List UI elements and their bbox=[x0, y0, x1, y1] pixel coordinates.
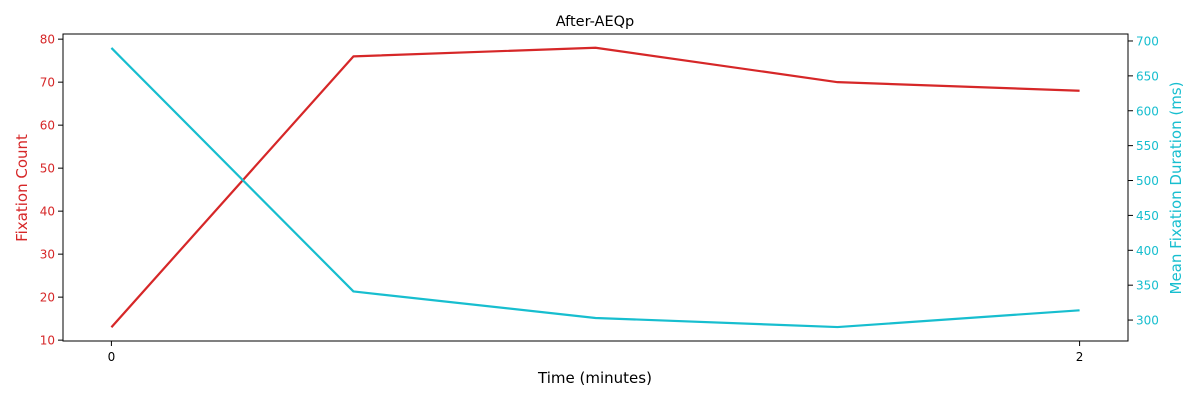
left-tick-label: 60 bbox=[40, 119, 55, 133]
right-tick-label: 300 bbox=[1136, 314, 1159, 328]
left-tick-label: 20 bbox=[40, 291, 55, 305]
right-tick-label: 350 bbox=[1136, 279, 1159, 293]
series-line-left bbox=[110, 46, 1080, 328]
left-tick-label: 80 bbox=[40, 33, 55, 47]
right-tick-label: 500 bbox=[1136, 174, 1159, 188]
x-tick-label: 2 bbox=[1076, 350, 1084, 364]
left-tick-label: 10 bbox=[40, 334, 55, 348]
left-tick-label: 40 bbox=[40, 205, 55, 219]
left-tick-label: 30 bbox=[40, 248, 55, 262]
plot-frame bbox=[62, 33, 1129, 342]
right-tick-label: 450 bbox=[1136, 209, 1159, 223]
left-tick-label: 50 bbox=[40, 162, 55, 176]
right-y-axis: 300 350 400 450 500 550 600 650 700 bbox=[1128, 34, 1159, 328]
plot-area bbox=[62, 33, 1129, 342]
right-tick-label: 600 bbox=[1136, 104, 1159, 118]
right-tick-label: 550 bbox=[1136, 139, 1159, 153]
x-tick-label: 0 bbox=[108, 350, 116, 364]
right-y-axis-label: Mean Fixation Duration (ms) bbox=[1167, 82, 1185, 295]
right-tick-label: 700 bbox=[1136, 34, 1159, 48]
left-y-axis-label: Fixation Count bbox=[13, 134, 31, 242]
x-axis-label: Time (minutes) bbox=[537, 369, 652, 387]
chart-title: After-AEQp bbox=[556, 14, 635, 30]
series-line-right bbox=[110, 47, 1080, 329]
right-tick-label: 650 bbox=[1136, 69, 1159, 83]
left-tick-label: 70 bbox=[40, 76, 55, 90]
right-tick-label: 400 bbox=[1136, 244, 1159, 258]
left-y-axis: 10 20 30 40 50 60 70 80 bbox=[40, 33, 63, 348]
